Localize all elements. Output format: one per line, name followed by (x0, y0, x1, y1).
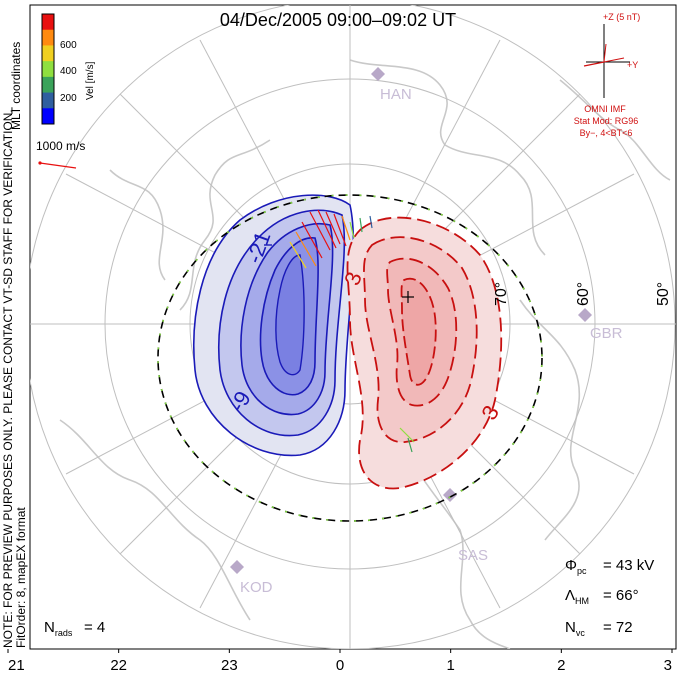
imf-source: OMNI IMF (584, 104, 626, 114)
negative-cell (193, 194, 355, 457)
colorbar-swatch (42, 76, 54, 94)
mlt-tick-label: 1 (446, 657, 454, 674)
stat-lambda: ΛHM = 66° (565, 587, 639, 606)
mlt-axis: 21 22 23 0 1 2 3 (7, 649, 673, 674)
mlt-tick-label: 3 (664, 657, 672, 674)
nvc-symbol: N (565, 619, 576, 636)
svg-text:ΛHM: ΛHM (565, 587, 589, 606)
imf-model: Stat Mod: RG96 (574, 116, 639, 126)
colorbar-tick-200: 200 (60, 93, 77, 104)
colorbar-tick-400: 400 (60, 66, 77, 77)
stat-phi: Φpc = 43 kV (565, 557, 654, 576)
station-gbr: GBR (590, 325, 623, 342)
vector-scale-label: 1000 m/s (36, 139, 85, 153)
svg-text:Φpc: Φpc (565, 557, 587, 576)
phi-sub: pc (577, 566, 587, 576)
colorbar-swatch (42, 14, 54, 31)
nvc-sub: vc (576, 628, 586, 638)
stat-nvc: Nvc = 72 (565, 619, 633, 638)
station-markers (230, 67, 592, 574)
colorbar-border (41, 13, 55, 125)
mlt-tick-label: 0 (336, 657, 344, 674)
potential-max-marker (402, 291, 414, 303)
imf-y-label: +Y (627, 60, 638, 70)
stat-nrads: Nrads = 4 (44, 619, 105, 638)
station-han: HAN (380, 86, 412, 103)
svg-text:Nrads: Nrads (44, 619, 73, 638)
velocity-vectors (38, 161, 415, 453)
colorbar-tick-600: 600 (60, 40, 77, 51)
coord-label: MLT coordinates (9, 42, 23, 130)
hm-boundary (157, 194, 543, 522)
nrads-symbol: N (44, 619, 55, 636)
colorbar (41, 13, 55, 125)
svg-text:Nvc: Nvc (565, 619, 585, 638)
preview-note: NOTE: FOR PREVIEW PURPOSES ONLY. PLEASE … (1, 109, 15, 648)
imf-dial (583, 24, 630, 98)
colorbar-label: Vel [m/s] (85, 61, 96, 100)
lat-label-60: 60° (575, 282, 592, 306)
colorbar-swatch (42, 92, 54, 109)
map-title: 04/Dec/2005 09:00–09:02 UT (220, 10, 456, 30)
colorbar-swatch (42, 61, 54, 78)
nrads-value: = 4 (84, 619, 105, 636)
mlt-tick-label: 2 (557, 657, 565, 674)
phi-value: = 43 kV (603, 557, 654, 574)
station-kod: KOD (240, 579, 273, 596)
colorbar-swatch (42, 108, 54, 125)
lat-label-70: 70° (493, 282, 510, 306)
mlt-tick-label: 21 (8, 657, 25, 674)
lambda-symbol: Λ (565, 587, 575, 604)
station-sas: SAS (458, 547, 488, 564)
lambda-sub: HM (575, 596, 589, 606)
colorbar-ticks: 600 400 200 (60, 40, 77, 104)
fit-order: FitOrder: 8, mapEX format (14, 507, 28, 648)
phi-symbol: Φ (565, 557, 577, 574)
mlt-tick-label: 22 (110, 657, 127, 674)
nvc-value: = 72 (603, 619, 633, 636)
mlt-tick-label: 23 (221, 657, 238, 674)
colorbar-swatch (42, 45, 54, 62)
positive-cell (346, 216, 503, 490)
imf-z-label: +Z (5 nT) (603, 12, 640, 22)
lat-label-50: 50° (655, 282, 672, 306)
imf-condition: By−, 4<BT<6 (580, 128, 633, 138)
colorbar-swatch (42, 29, 54, 46)
lambda-value: = 66° (603, 587, 639, 604)
nrads-sub: rads (55, 628, 73, 638)
